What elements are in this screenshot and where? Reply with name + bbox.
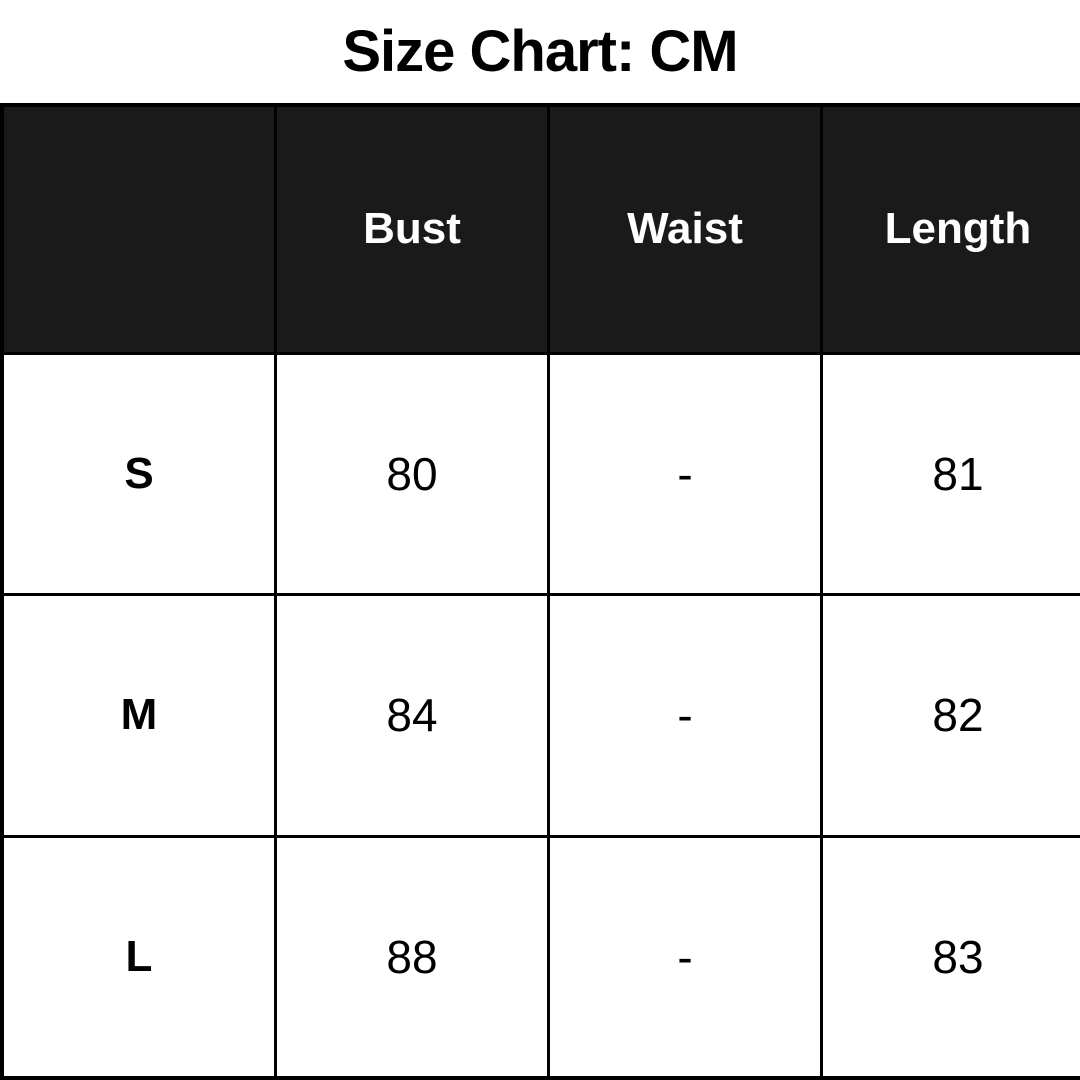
row-l-bust-value: 88 xyxy=(274,834,550,1080)
row-m-bust-value: 84 xyxy=(274,593,550,838)
row-l-length-value: 83 xyxy=(820,834,1080,1080)
row-m-size-label: M xyxy=(0,593,277,838)
row-l-waist-value: - xyxy=(547,834,823,1080)
table-row-m: M 84 - 82 xyxy=(0,593,1080,838)
header-row: Bust Waist Length xyxy=(0,103,1080,355)
title-bar: Size Chart: CM xyxy=(0,0,1080,103)
row-s-waist-value: - xyxy=(547,351,823,597)
row-m-waist-value: - xyxy=(547,593,823,838)
size-chart-table: Bust Waist Length S 80 - 81 M 84 - 82 L … xyxy=(0,103,1080,1080)
header-cell-length: Length xyxy=(820,103,1080,355)
row-l-size-label: L xyxy=(0,834,277,1080)
header-cell-size xyxy=(0,103,277,355)
header-cell-waist: Waist xyxy=(547,103,823,355)
table-row-l: L 88 - 83 xyxy=(0,834,1080,1080)
table-row-s: S 80 - 81 xyxy=(0,351,1080,597)
page-title: Size Chart: CM xyxy=(342,19,738,84)
row-s-bust-value: 80 xyxy=(274,351,550,597)
row-s-size-label: S xyxy=(0,351,277,597)
row-s-length-value: 81 xyxy=(820,351,1080,597)
row-m-length-value: 82 xyxy=(820,593,1080,838)
header-cell-bust: Bust xyxy=(274,103,550,355)
